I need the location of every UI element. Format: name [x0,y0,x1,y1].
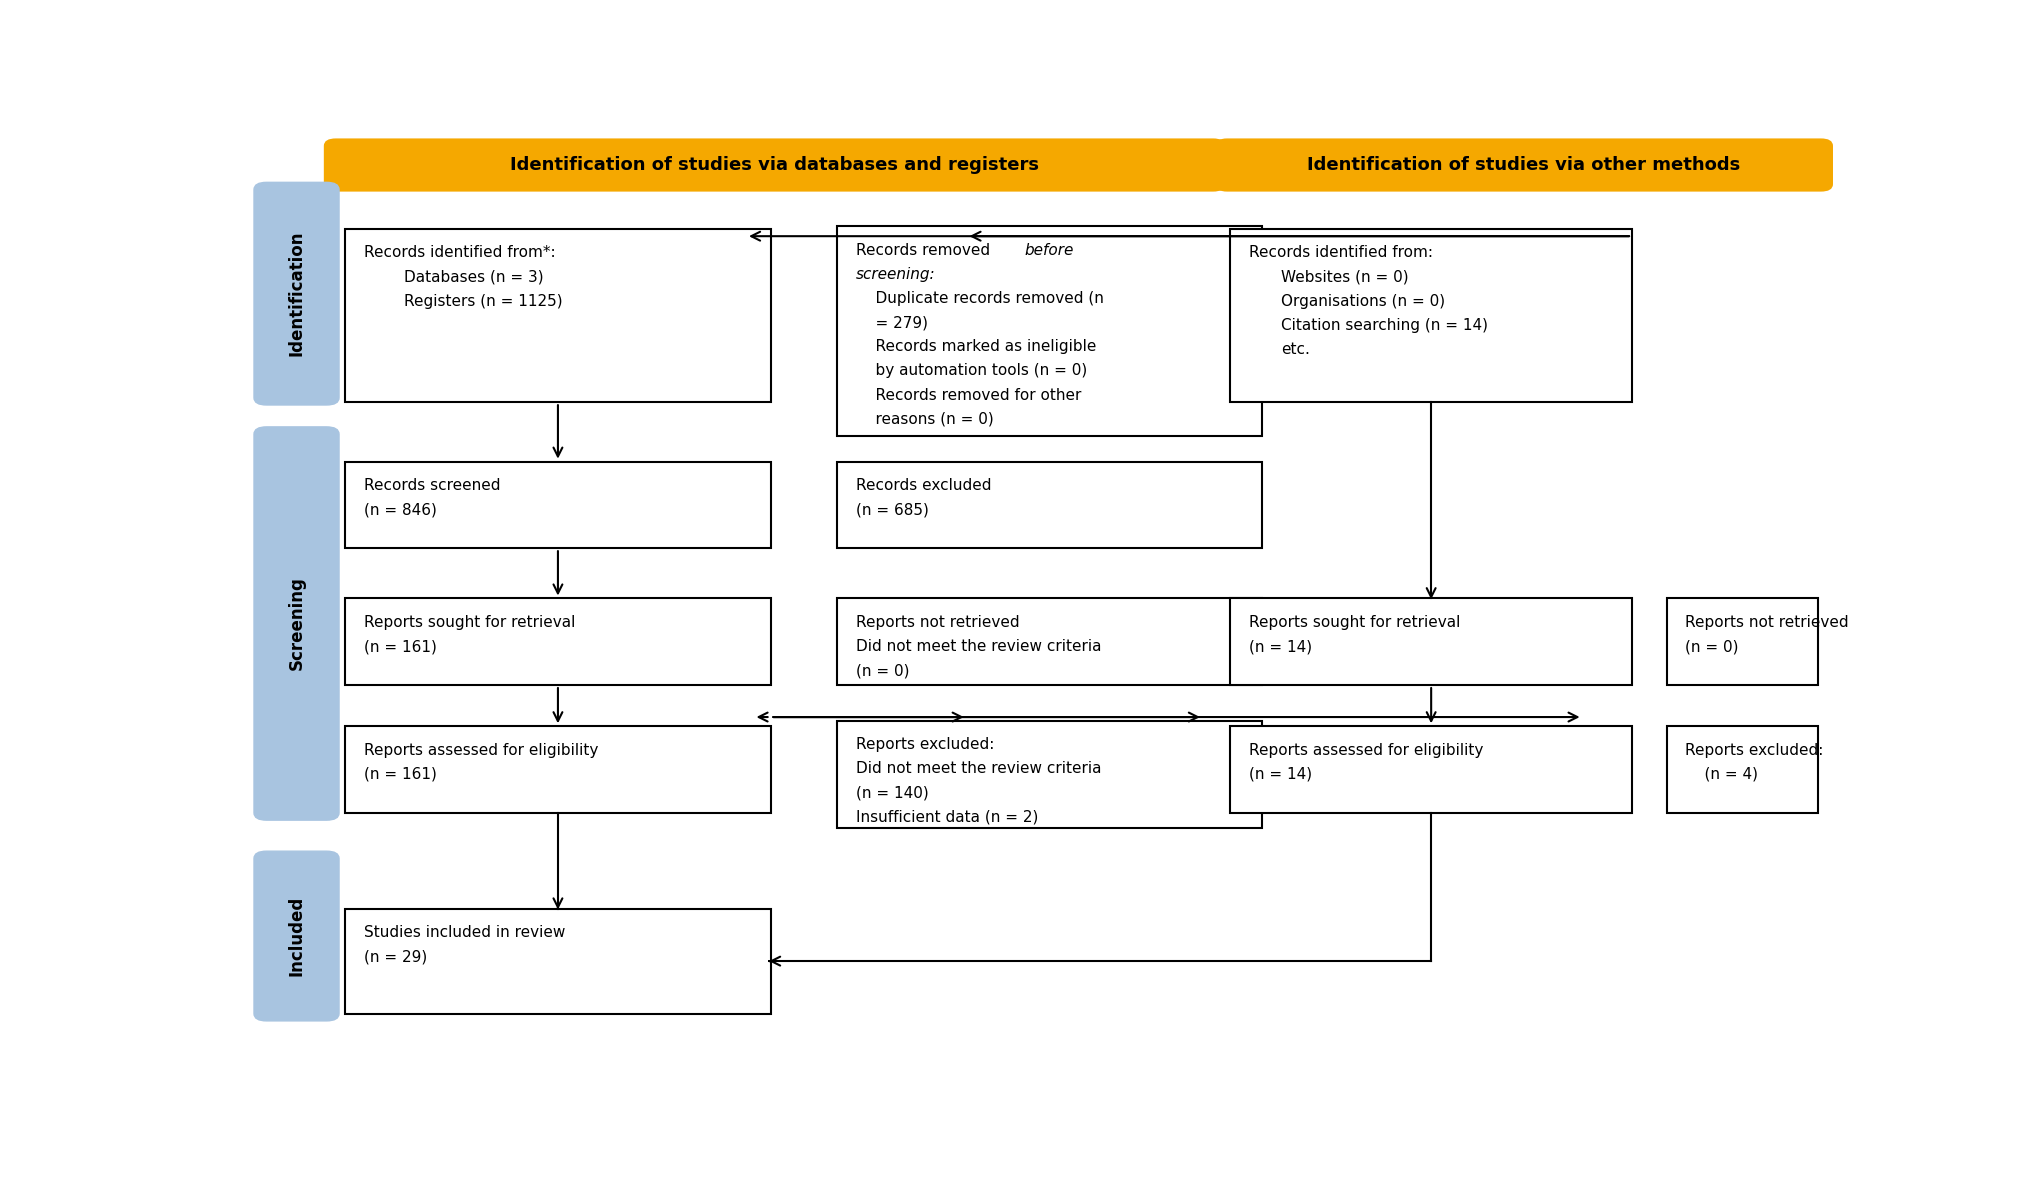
Text: Reports assessed for eligibility: Reports assessed for eligibility [364,743,599,757]
FancyBboxPatch shape [345,909,770,1013]
FancyBboxPatch shape [1217,140,1833,191]
Text: Reports sought for retrieval: Reports sought for retrieval [364,615,575,630]
Text: Reports excluded:: Reports excluded: [1685,743,1825,757]
Text: Records screened: Records screened [364,478,500,493]
Text: (n = 14): (n = 14) [1250,767,1313,782]
Text: (n = 4): (n = 4) [1685,767,1758,782]
Text: Records excluded: Records excluded [855,478,992,493]
FancyBboxPatch shape [345,461,770,549]
Text: (n = 685): (n = 685) [855,502,929,517]
Text: (n = 161): (n = 161) [364,767,437,782]
Text: Identification: Identification [287,231,305,357]
FancyBboxPatch shape [1229,598,1632,685]
Text: (n = 0): (n = 0) [855,664,908,678]
Text: etc.: etc. [1280,342,1311,357]
Text: Records marked as ineligible: Records marked as ineligible [855,339,1095,354]
Text: Reports not retrieved: Reports not retrieved [855,615,1020,630]
FancyBboxPatch shape [325,140,1223,191]
Text: screening:: screening: [855,267,935,282]
Text: Records identified from*:: Records identified from*: [364,245,557,261]
Text: Did not meet the review criteria: Did not meet the review criteria [855,639,1101,654]
Text: Organisations (n = 0): Organisations (n = 0) [1280,294,1445,308]
FancyBboxPatch shape [837,598,1262,685]
Text: by automation tools (n = 0): by automation tools (n = 0) [855,364,1087,378]
FancyBboxPatch shape [254,182,339,405]
FancyBboxPatch shape [1229,726,1632,813]
Text: Databases (n = 3): Databases (n = 3) [404,269,543,284]
FancyBboxPatch shape [345,229,770,402]
Text: Did not meet the review criteria: Did not meet the review criteria [855,761,1101,776]
FancyBboxPatch shape [1666,726,1819,813]
Text: Insufficient data (n = 2): Insufficient data (n = 2) [855,809,1038,825]
FancyBboxPatch shape [837,720,1262,828]
Text: Screening: Screening [287,577,305,671]
Text: Reports not retrieved: Reports not retrieved [1685,615,1849,630]
Text: Reports assessed for eligibility: Reports assessed for eligibility [1250,743,1483,757]
Text: (n = 140): (n = 140) [855,786,929,801]
FancyBboxPatch shape [837,226,1262,436]
FancyBboxPatch shape [345,726,770,813]
Text: Records removed: Records removed [855,243,994,257]
Text: Citation searching (n = 14): Citation searching (n = 14) [1280,318,1487,333]
FancyBboxPatch shape [1229,229,1632,402]
Text: Websites (n = 0): Websites (n = 0) [1280,269,1408,284]
FancyBboxPatch shape [254,427,339,820]
FancyBboxPatch shape [254,851,339,1021]
Text: Records removed for other: Records removed for other [855,387,1081,403]
FancyBboxPatch shape [1666,598,1819,685]
Text: Identification of studies via other methods: Identification of studies via other meth… [1307,156,1741,174]
Text: (n = 0): (n = 0) [1685,639,1739,654]
Text: (n = 846): (n = 846) [364,502,437,517]
Text: Identification of studies via databases and registers: Identification of studies via databases … [510,156,1038,174]
Text: Records identified from:: Records identified from: [1250,245,1433,261]
Text: (n = 14): (n = 14) [1250,639,1313,654]
Text: Reports sought for retrieval: Reports sought for retrieval [1250,615,1461,630]
Text: reasons (n = 0): reasons (n = 0) [855,412,994,427]
Text: Reports excluded:: Reports excluded: [855,737,994,752]
Text: (n = 29): (n = 29) [364,949,427,965]
Text: Studies included in review: Studies included in review [364,925,565,940]
FancyBboxPatch shape [345,598,770,685]
Text: Duplicate records removed (n: Duplicate records removed (n [855,292,1103,306]
Text: before: before [1024,243,1073,257]
FancyBboxPatch shape [837,461,1262,549]
Text: (n = 161): (n = 161) [364,639,437,654]
Text: Included: Included [287,896,305,976]
Text: Registers (n = 1125): Registers (n = 1125) [404,294,563,308]
Text: = 279): = 279) [855,315,927,331]
